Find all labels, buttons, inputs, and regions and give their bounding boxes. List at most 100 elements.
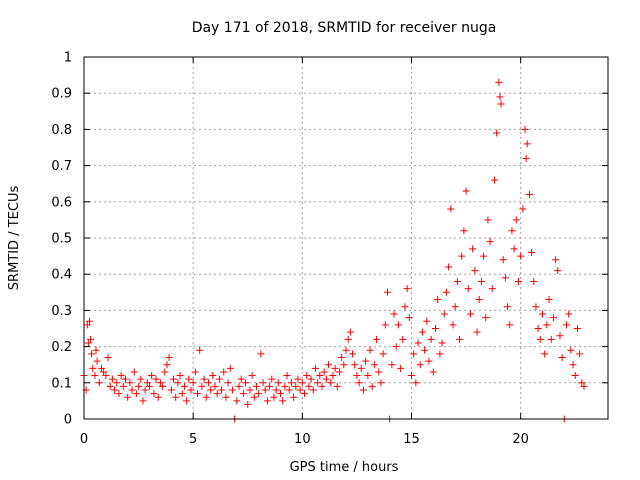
data-point <box>93 357 101 365</box>
data-point <box>447 205 455 213</box>
data-point <box>473 328 481 336</box>
data-point <box>543 321 551 329</box>
data-point <box>565 310 573 318</box>
data-point <box>163 361 171 369</box>
data-point <box>375 368 383 376</box>
x-tick-label: 0 <box>80 432 88 447</box>
data-point <box>333 382 341 390</box>
data-point <box>100 368 108 376</box>
data-point <box>445 263 453 271</box>
data-point <box>379 350 387 358</box>
data-point <box>272 386 280 394</box>
data-point <box>517 252 525 260</box>
data-point <box>547 335 555 343</box>
data-point <box>121 375 129 383</box>
data-point <box>213 390 221 398</box>
data-point <box>353 372 361 380</box>
data-point <box>95 379 103 387</box>
data-point <box>161 368 169 376</box>
data-point <box>174 379 182 387</box>
x-axis-ticks: 0 5 10 15 20 <box>80 57 529 447</box>
data-point <box>294 375 302 383</box>
data-point <box>139 397 147 405</box>
y-tick-label: 0.2 <box>51 340 72 355</box>
chart-title: Day 171 of 2018, SRMTID for receiver nug… <box>192 20 497 36</box>
data-point <box>274 379 282 387</box>
data-point <box>567 346 575 354</box>
data-point <box>209 372 217 380</box>
data-point <box>349 350 357 358</box>
data-point <box>108 375 116 383</box>
data-point <box>320 368 328 376</box>
data-point <box>383 288 391 296</box>
data-point <box>351 361 359 369</box>
data-point <box>235 382 243 390</box>
data-point <box>292 382 300 390</box>
data-point <box>178 390 186 398</box>
data-point <box>558 353 566 361</box>
data-point <box>172 393 180 401</box>
data-point <box>469 245 477 253</box>
data-point <box>83 321 91 329</box>
data-point <box>514 277 522 285</box>
data-point <box>344 335 352 343</box>
data-point <box>143 379 151 387</box>
data-point <box>128 386 136 394</box>
data-point <box>484 216 492 224</box>
data-point <box>285 386 293 394</box>
data-point <box>126 379 134 387</box>
data-point <box>244 401 252 409</box>
data-point <box>532 303 540 311</box>
data-point <box>342 346 350 354</box>
data-point <box>495 78 503 86</box>
data-point <box>366 346 374 354</box>
data-point <box>255 390 263 398</box>
data-point <box>154 393 162 401</box>
x-axis-label: GPS time / hours <box>290 460 399 475</box>
data-point <box>97 364 105 372</box>
data-point <box>283 372 291 380</box>
data-point <box>388 361 396 369</box>
data-point <box>228 386 236 394</box>
data-point <box>180 382 188 390</box>
data-point <box>165 353 173 361</box>
data-point <box>556 332 564 340</box>
data-point <box>549 314 557 322</box>
data-point <box>124 393 132 401</box>
data-point <box>250 393 258 401</box>
data-point <box>482 314 490 322</box>
data-point <box>427 335 435 343</box>
data-point <box>580 382 588 390</box>
data-point <box>512 216 520 224</box>
data-point <box>148 372 156 380</box>
data-point <box>464 285 472 293</box>
data-point <box>399 335 407 343</box>
data-point <box>119 382 127 390</box>
data-point <box>499 256 507 264</box>
data-point <box>480 252 488 260</box>
data-point <box>392 343 400 351</box>
data-point <box>218 386 226 394</box>
data-point <box>421 346 429 354</box>
data-point <box>233 397 241 405</box>
data-point <box>248 372 256 380</box>
data-point <box>327 379 335 387</box>
data-point <box>198 382 206 390</box>
data-point <box>189 379 197 387</box>
data-point <box>224 379 232 387</box>
data-point <box>534 325 542 332</box>
data-point <box>325 361 333 369</box>
data-point <box>397 364 405 372</box>
grid-lines <box>84 57 608 419</box>
data-point <box>222 393 230 401</box>
data-point <box>475 296 483 304</box>
y-tick-label: 0.1 <box>51 376 72 391</box>
data-point <box>460 227 468 235</box>
data-point <box>490 176 498 184</box>
data-point <box>471 267 479 275</box>
data-point <box>298 379 306 387</box>
data-point <box>508 227 516 235</box>
data-point <box>135 382 143 390</box>
data-point <box>541 350 549 358</box>
